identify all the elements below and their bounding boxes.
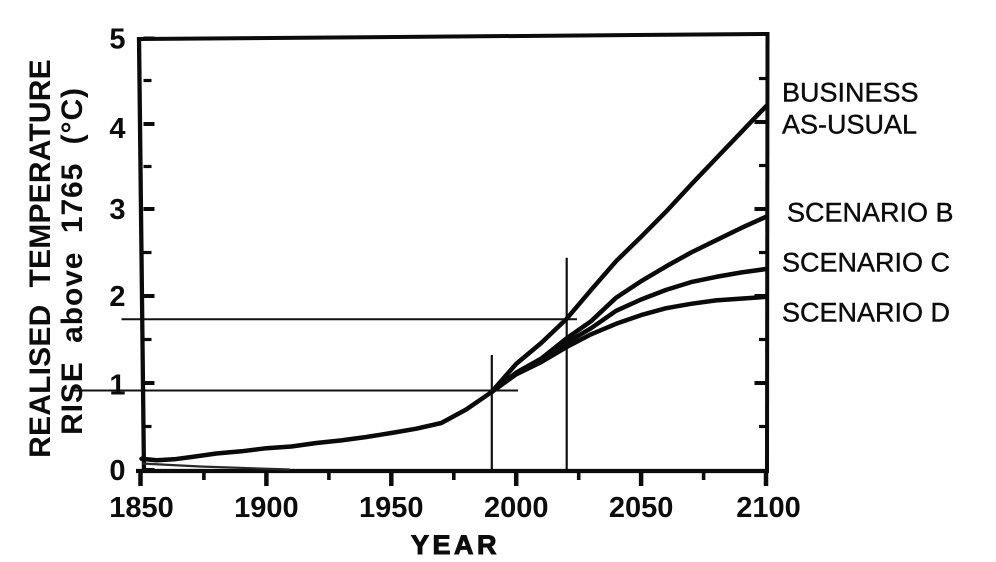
svg-text:1950: 1950 bbox=[359, 492, 424, 524]
svg-text:2100: 2100 bbox=[736, 492, 801, 524]
svg-text:SCENARIO B: SCENARIO B bbox=[787, 198, 954, 228]
svg-text:RISE above 1765 (°C): RISE above 1765 (°C) bbox=[56, 87, 89, 435]
svg-text:BUSINESS: BUSINESS bbox=[782, 78, 919, 108]
svg-text:REALISED TEMPERATURE: REALISED TEMPERATURE bbox=[24, 59, 57, 458]
svg-text:1: 1 bbox=[109, 370, 125, 402]
svg-text:SCENARIO D: SCENARIO D bbox=[782, 298, 950, 328]
svg-text:4: 4 bbox=[109, 113, 125, 145]
svg-text:SCENARIO C: SCENARIO C bbox=[782, 248, 950, 278]
svg-text:1900: 1900 bbox=[234, 492, 299, 524]
svg-text:3: 3 bbox=[109, 194, 125, 226]
svg-text:0: 0 bbox=[109, 455, 125, 487]
svg-text:5: 5 bbox=[109, 24, 125, 56]
svg-text:2050: 2050 bbox=[609, 492, 674, 524]
svg-text:1850: 1850 bbox=[109, 492, 174, 524]
svg-text:AS-USUAL: AS-USUAL bbox=[782, 110, 917, 140]
svg-text:YEAR: YEAR bbox=[411, 530, 500, 560]
svg-text:2000: 2000 bbox=[484, 492, 549, 524]
svg-text:2: 2 bbox=[109, 281, 125, 313]
